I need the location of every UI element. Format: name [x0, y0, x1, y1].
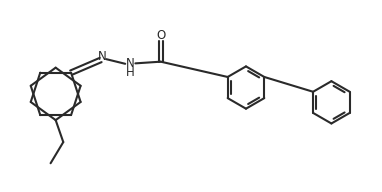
Text: H: H	[126, 66, 135, 79]
Text: N: N	[98, 50, 107, 63]
Text: O: O	[156, 29, 165, 42]
Text: N: N	[126, 57, 135, 70]
